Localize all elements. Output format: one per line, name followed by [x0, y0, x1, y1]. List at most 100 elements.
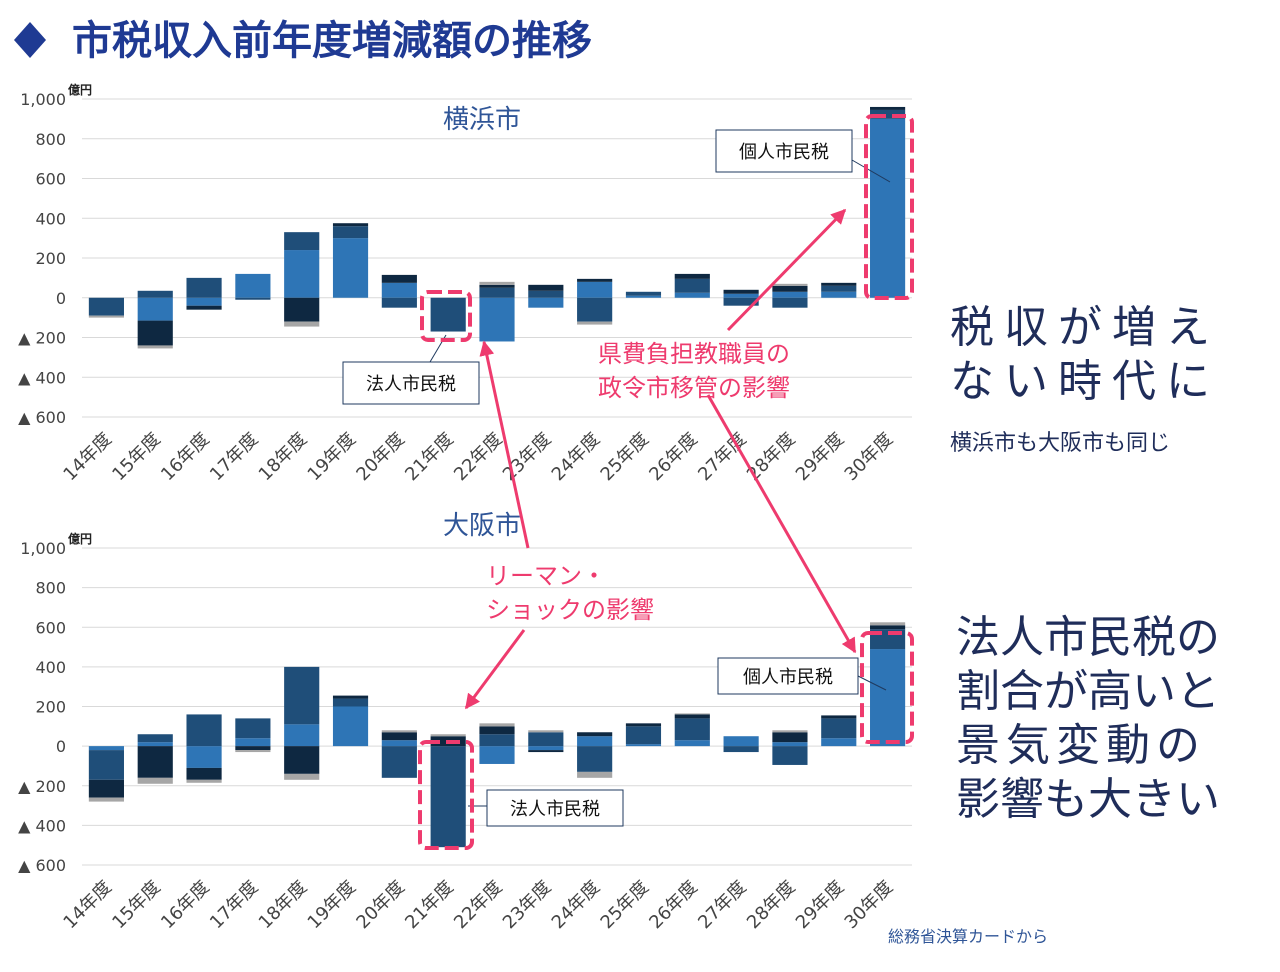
x-tick-label: 28年度: [743, 429, 800, 486]
bar-segment: [577, 732, 613, 737]
x-tick-label: 29年度: [792, 429, 849, 486]
bar-segment: [332, 223, 369, 227]
x-tick-label: 16年度: [157, 877, 214, 934]
bar-segment: [430, 734, 466, 737]
x-tick-label: 19年度: [304, 877, 361, 934]
bar-segment: [528, 750, 564, 753]
bar-segment: [870, 118, 906, 298]
x-tick-label: 30年度: [841, 877, 898, 934]
bar-segment: [381, 282, 417, 298]
bar-segment: [625, 291, 662, 296]
bar-segment: [528, 290, 564, 298]
bar-segment: [625, 723, 662, 727]
y-tick-label: ▲ 200: [18, 329, 66, 348]
bar-segment: [577, 321, 613, 325]
y-tick-label: 400: [35, 658, 66, 677]
bar-segment: [577, 746, 613, 772]
y-tick-label: ▲ 200: [18, 777, 66, 796]
bar-segment: [674, 714, 710, 719]
x-tick-label: 14年度: [59, 877, 116, 934]
y-tick-label: 600: [35, 618, 66, 637]
bar-segment: [284, 773, 320, 780]
highlight-box: [420, 290, 472, 342]
bar-segment: [528, 746, 564, 751]
callout: 県費負担教職員の: [598, 340, 790, 368]
bar-segment: [381, 297, 417, 308]
bar-segment: [332, 238, 369, 298]
highlight-box: [860, 631, 914, 744]
bar-segment: [332, 706, 369, 747]
bar-segment: [284, 232, 320, 251]
highlight-box: [418, 740, 474, 850]
x-tick-label: 17年度: [206, 877, 263, 934]
side-text: 税収が増え: [950, 302, 1220, 353]
y-axis-unit: 億円: [68, 531, 92, 546]
x-tick-label: 18年度: [255, 429, 312, 486]
highlight-box: [864, 114, 914, 300]
bar-segment: [870, 649, 906, 747]
bar-segment: [88, 297, 124, 316]
bar-segment: [674, 278, 710, 293]
bar-segment: [577, 278, 613, 282]
bar-segment: [479, 746, 515, 764]
y-tick-label: 600: [35, 170, 66, 189]
bar-segment: [870, 622, 906, 626]
bar-segment: [821, 715, 857, 719]
bar-segment: [332, 698, 369, 707]
annotation-box: [486, 789, 624, 827]
x-tick-label: 30年度: [841, 429, 898, 486]
bar-segment: [821, 285, 857, 292]
bar-segment: [723, 746, 759, 753]
bar-segment: [186, 767, 222, 780]
y-tick-label: 200: [35, 698, 66, 717]
side-text: 影響も大きい: [956, 774, 1220, 825]
arrow: [464, 629, 526, 710]
bar-segment: [332, 226, 369, 239]
y-tick-label: 0: [56, 289, 66, 308]
bar-segment: [284, 297, 320, 322]
side-subtext: 横浜市も大阪市も同じ: [950, 431, 1170, 456]
x-tick-label: 15年度: [108, 429, 165, 486]
annotation-text: 個人市民税: [739, 142, 829, 163]
bar-segment: [577, 736, 613, 747]
bar-segment: [479, 726, 515, 735]
bar-segment: [137, 777, 173, 784]
bar-segment: [577, 771, 613, 778]
bar-segment: [186, 277, 222, 298]
y-tick-label: ▲ 400: [18, 816, 66, 835]
x-tick-label: 24年度: [548, 877, 605, 934]
bar-segment: [674, 718, 710, 741]
bar-segment: [235, 750, 271, 753]
annotation-box: [717, 657, 859, 695]
bar-segment: [625, 744, 662, 747]
bar-segment: [88, 779, 124, 798]
y-tick-label: ▲ 600: [18, 408, 66, 427]
arrows: [464, 208, 857, 710]
bar-segment: [186, 714, 222, 747]
bar-segment: [235, 738, 271, 747]
bar-segment: [137, 320, 173, 346]
bar-segment: [479, 297, 515, 342]
x-tick-label: 19年度: [304, 429, 361, 486]
y-tick-label: 0: [56, 737, 66, 756]
bar-segment: [479, 723, 515, 727]
y-tick-label: 1,000: [20, 539, 66, 558]
bar-segment: [332, 695, 369, 699]
x-tick-label: 20年度: [352, 877, 409, 934]
bar-segment: [772, 742, 808, 747]
bar-segment: [772, 297, 808, 308]
x-tick-label: 25年度: [597, 877, 654, 934]
bar-segment: [381, 730, 417, 733]
slide-title: 市税収入前年度増減額の推移: [72, 18, 592, 64]
x-tick-label: 21年度: [401, 877, 458, 934]
x-tick-label: 20年度: [352, 429, 409, 486]
arrow: [706, 394, 857, 654]
bar-segment: [528, 732, 564, 747]
annotation-leader: [851, 159, 891, 183]
x-tick-label: 18年度: [255, 877, 312, 934]
x-tick-label: 29年度: [792, 877, 849, 934]
x-tick-label: 24年度: [548, 429, 605, 486]
x-tick-label: 22年度: [450, 429, 507, 486]
